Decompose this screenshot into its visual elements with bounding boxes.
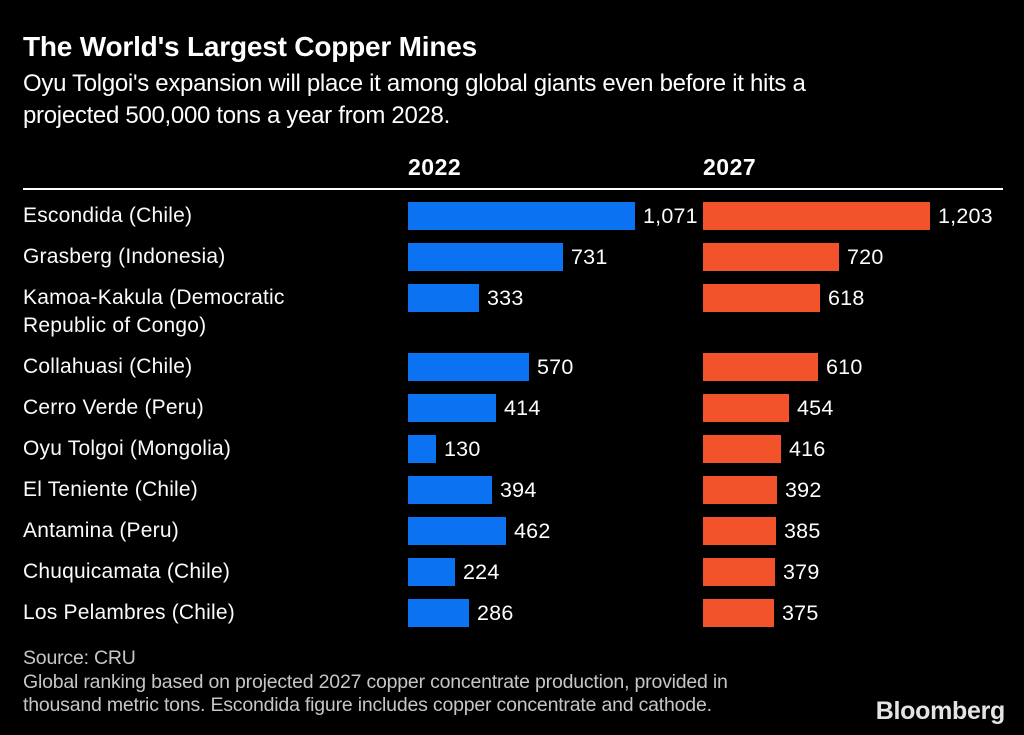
bar-cell-2022: 224 — [408, 558, 703, 586]
bar-cell-2022: 286 — [408, 599, 703, 627]
bar-cell-2027: 618 — [703, 284, 1003, 312]
bar-2022 — [408, 599, 469, 627]
bar-cell-2022: 462 — [408, 517, 703, 545]
chart-row: Cerro Verde (Peru) 414 454 — [23, 394, 1003, 422]
bar-cell-2027: 385 — [703, 517, 1003, 545]
column-header-2022: 2022 — [408, 154, 462, 180]
mine-label: Chuquicamata (Chile) — [23, 560, 231, 583]
chart-row: Los Pelambres (Chile) 286 375 — [23, 599, 1003, 627]
bar-cell-2022: 1,071 — [408, 202, 703, 230]
bar-2027 — [703, 243, 839, 271]
chart-footnotes: Source: CRU Global ranking based on proj… — [23, 647, 1003, 718]
bar-value-2022: 570 — [537, 355, 574, 379]
mine-label: Cerro Verde (Peru) — [23, 396, 205, 419]
bar-2027 — [703, 394, 789, 422]
mine-label: Escondida (Chile) — [23, 204, 193, 227]
bar-value-2022: 333 — [487, 286, 524, 310]
column-header-2027: 2027 — [703, 154, 757, 180]
bar-value-2027: 416 — [789, 437, 826, 461]
bar-cell-2027: 720 — [703, 243, 1003, 271]
bar-value-2027: 375 — [782, 601, 819, 625]
bar-cell-2027: 610 — [703, 353, 1003, 381]
bar-value-2027: 379 — [783, 560, 820, 584]
column-headers: 2022 2027 — [23, 154, 1003, 180]
source-label: Source: CRU — [23, 647, 136, 669]
bar-cell-2022: 731 — [408, 243, 703, 271]
chart-row: Chuquicamata (Chile) 224 379 — [23, 558, 1003, 586]
bar-cell-2027: 1,203 — [703, 202, 1003, 230]
bar-value-2022: 731 — [571, 245, 608, 269]
column-header-spacer — [23, 154, 408, 180]
mine-label: Los Pelambres (Chile) — [23, 601, 235, 624]
chart-subtitle: Oyu Tolgoi's expansion will place it amo… — [23, 68, 1003, 132]
bar-2027 — [703, 558, 775, 586]
bar-value-2027: 610 — [826, 355, 863, 379]
bar-2022 — [408, 243, 563, 271]
mine-label: Collahuasi (Chile) — [23, 355, 193, 378]
bar-2027 — [703, 476, 777, 504]
bar-value-2022: 394 — [500, 478, 537, 502]
bar-cell-2027: 416 — [703, 435, 1003, 463]
bar-cell-2022: 333 — [408, 284, 703, 312]
bar-chart-body: Escondida (Chile) 1,071 1,203 Grasberg (Ind… — [23, 202, 1003, 627]
mine-label: Grasberg (Indonesia) — [23, 245, 226, 268]
bar-cell-2027: 379 — [703, 558, 1003, 586]
bar-value-2027: 1,203 — [938, 204, 993, 228]
bar-value-2027: 618 — [828, 286, 865, 310]
mine-label: Oyu Tolgoi (Mongolia) — [23, 437, 232, 460]
mine-label: El Teniente (Chile) — [23, 478, 198, 501]
bar-value-2027: 454 — [797, 396, 834, 420]
chart-row: El Teniente (Chile) 394 392 — [23, 476, 1003, 504]
bar-cell-2027: 375 — [703, 599, 1003, 627]
bar-2022 — [408, 284, 479, 312]
bar-cell-2027: 392 — [703, 476, 1003, 504]
bar-value-2022: 414 — [504, 396, 541, 420]
chart-title: The World's Largest Copper Mines — [23, 31, 478, 62]
bar-2022 — [408, 435, 436, 463]
bar-2027 — [703, 435, 781, 463]
bar-value-2022: 224 — [463, 560, 500, 584]
bar-cell-2027: 454 — [703, 394, 1003, 422]
bar-cell-2022: 394 — [408, 476, 703, 504]
bar-value-2027: 720 — [847, 245, 884, 269]
bar-2022 — [408, 517, 506, 545]
bar-2022 — [408, 353, 529, 381]
bar-2027 — [703, 353, 818, 381]
mine-label: Kamoa-Kakula (Democratic Republic of Con… — [23, 286, 285, 337]
mine-label: Antamina (Peru) — [23, 519, 179, 542]
bar-2027 — [703, 284, 820, 312]
bar-value-2022: 286 — [477, 601, 514, 625]
bar-2027 — [703, 599, 774, 627]
footnote-line-1: Global ranking based on projected 2027 c… — [23, 670, 728, 693]
bar-value-2022: 462 — [514, 519, 551, 543]
chart-subtitle-line-1: Oyu Tolgoi's expansion will place it amo… — [23, 70, 806, 97]
header-divider — [23, 188, 1003, 190]
bar-2022 — [408, 476, 492, 504]
bar-2027 — [703, 517, 776, 545]
bar-value-2027: 385 — [784, 519, 821, 543]
chart-row: Oyu Tolgoi (Mongolia) 130 416 — [23, 435, 1003, 463]
bloomberg-logo: Bloomberg — [875, 697, 1006, 725]
bar-value-2022: 130 — [444, 437, 481, 461]
chart-row: Kamoa-Kakula (Democratic Republic of Con… — [23, 284, 1003, 340]
bar-2022 — [408, 394, 496, 422]
chart-row: Antamina (Peru) 462 385 — [23, 517, 1003, 545]
bar-cell-2022: 130 — [408, 435, 703, 463]
chart-row: Escondida (Chile) 1,071 1,203 — [23, 202, 1003, 230]
bar-cell-2022: 570 — [408, 353, 703, 381]
bar-cell-2022: 414 — [408, 394, 703, 422]
chart-subtitle-line-2: projected 500,000 tons a year from 2028. — [23, 102, 450, 129]
bar-2022 — [408, 558, 455, 586]
bar-value-2027: 392 — [785, 478, 822, 502]
chart-row: Grasberg (Indonesia) 731 720 — [23, 243, 1003, 271]
chart-row: Collahuasi (Chile) 570 610 — [23, 353, 1003, 381]
bar-2022 — [408, 202, 635, 230]
bar-value-2022: 1,071 — [643, 204, 698, 228]
bar-2027 — [703, 202, 930, 230]
footnote-line-2: thousand metric tons. Escondida figure i… — [23, 694, 712, 716]
